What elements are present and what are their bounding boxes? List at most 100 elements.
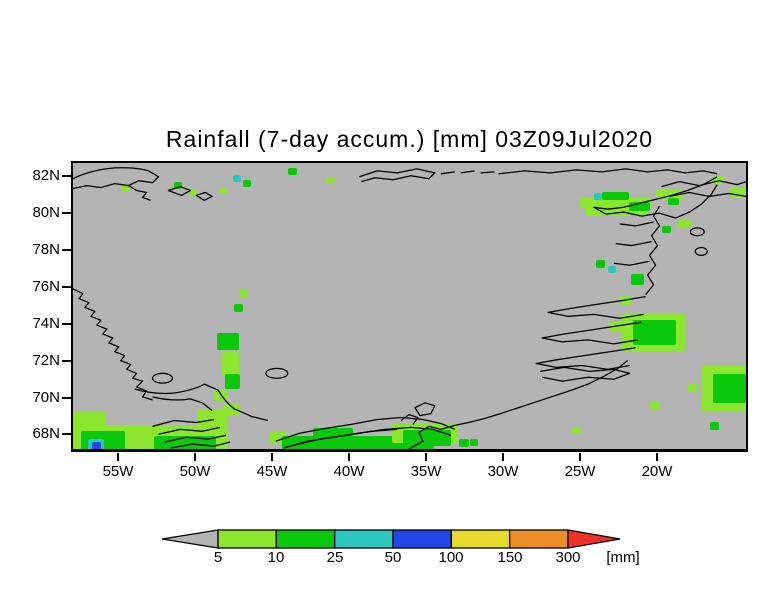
coastline-path [283, 426, 451, 449]
coastline-path [540, 366, 631, 382]
colorbar-threshold-label: 300 [555, 549, 581, 566]
y-tick-label: 80N [32, 204, 60, 221]
rain-patch [73, 411, 105, 427]
coastline-path [164, 434, 227, 443]
x-tick-label: 35W [410, 463, 442, 480]
y-tick-label: 78N [32, 241, 60, 258]
colorbar-threshold-label: 100 [438, 549, 464, 566]
x-tick [348, 453, 350, 461]
rain-patch [174, 182, 182, 189]
colorbar-legend [161, 529, 622, 549]
coastline-path [613, 260, 650, 266]
coastline-path [414, 402, 436, 417]
rain-patch [470, 439, 478, 446]
rain-patch [712, 176, 723, 183]
rain-patch [288, 168, 297, 175]
y-tick [62, 433, 71, 435]
x-tick-label: 55W [102, 463, 134, 480]
coastline-path [440, 170, 495, 175]
rain-patch [629, 202, 650, 211]
rain-patch [678, 220, 691, 228]
coastline-path [152, 418, 215, 428]
coastline-path [167, 185, 191, 197]
map-area [73, 163, 746, 449]
coastline-path [170, 441, 231, 449]
colorbar-segment [508, 529, 569, 549]
y-tick-label: 74N [32, 315, 60, 332]
x-tick-label: 45W [256, 463, 288, 480]
rain-patch [189, 190, 197, 196]
rain-patch [650, 402, 660, 409]
colorbar-left-arrow [161, 529, 219, 549]
y-tick [62, 286, 71, 288]
rain-patch [239, 290, 247, 297]
colorbar-segment [217, 529, 277, 549]
colorbar-threshold-label: 150 [497, 549, 523, 566]
colorbar-right-arrow [567, 529, 621, 549]
y-tick [62, 175, 71, 177]
x-tick-label: 25W [564, 463, 596, 480]
rain-patch [713, 374, 746, 403]
x-tick [425, 453, 427, 461]
y-tick-label: 68N [32, 425, 60, 442]
coastline-path [661, 180, 746, 188]
rain-patch [403, 430, 451, 446]
coastline-path [359, 168, 436, 183]
rain-patch [662, 226, 671, 233]
x-tick [271, 453, 273, 461]
y-tick-label: 76N [32, 278, 60, 295]
rain-patch [243, 180, 251, 187]
x-tick-label: 40W [333, 463, 365, 480]
map-frame [71, 161, 748, 452]
colorbar-segment [392, 529, 452, 549]
coastline-path [73, 167, 160, 190]
rain-patch [326, 177, 335, 183]
rain-patch [313, 428, 353, 438]
rain-patch [572, 427, 582, 434]
x-tick [656, 453, 658, 461]
y-tick [62, 249, 71, 251]
rain-patch [234, 304, 243, 312]
rain-patch [688, 384, 697, 392]
coastlines-layer [73, 167, 746, 449]
rain-patch [594, 193, 602, 200]
rain-patch [217, 333, 239, 350]
coastline-path [158, 426, 221, 435]
x-tick [194, 453, 196, 461]
x-tick-label: 30W [487, 463, 519, 480]
colorbar-labels: 5 10 25 50 100 150 300 [mm] [162, 549, 662, 567]
colorbar-threshold-label: 25 [326, 549, 344, 566]
x-tick-label: 20W [641, 463, 673, 480]
rain-patch [219, 188, 228, 194]
rain-patch [459, 439, 469, 447]
rain-patch [633, 320, 676, 345]
rain-patch [225, 374, 240, 389]
rain-patch [154, 436, 216, 449]
coastline-path [498, 168, 718, 175]
coastline-path [615, 240, 652, 247]
rain-patch [92, 442, 101, 449]
y-tick-label: 82N [32, 167, 60, 184]
y-tick [62, 360, 71, 362]
rain-patch [223, 403, 239, 415]
colorbar-segment [334, 529, 394, 549]
x-tick-label: 50W [179, 463, 211, 480]
coastline-path [134, 383, 268, 422]
coastline-path [151, 372, 174, 384]
rain-patch [602, 192, 629, 200]
coastline-path [593, 176, 718, 219]
x-tick [502, 453, 504, 461]
coastline-path [669, 191, 746, 198]
colorbar-bar [161, 529, 621, 549]
coastline-path [535, 347, 636, 371]
coastline-path [694, 246, 708, 257]
plot-title: Rainfall (7-day accum.) [mm] 03Z09Jul202… [165, 126, 654, 152]
coastline-path [275, 416, 455, 442]
rain-patch [121, 186, 130, 192]
coastline-path [619, 221, 654, 227]
rain-patch [596, 260, 605, 268]
coastline-path [293, 428, 398, 446]
y-tick-label: 72N [32, 352, 60, 369]
colorbar-threshold-label: 5 [213, 549, 223, 566]
